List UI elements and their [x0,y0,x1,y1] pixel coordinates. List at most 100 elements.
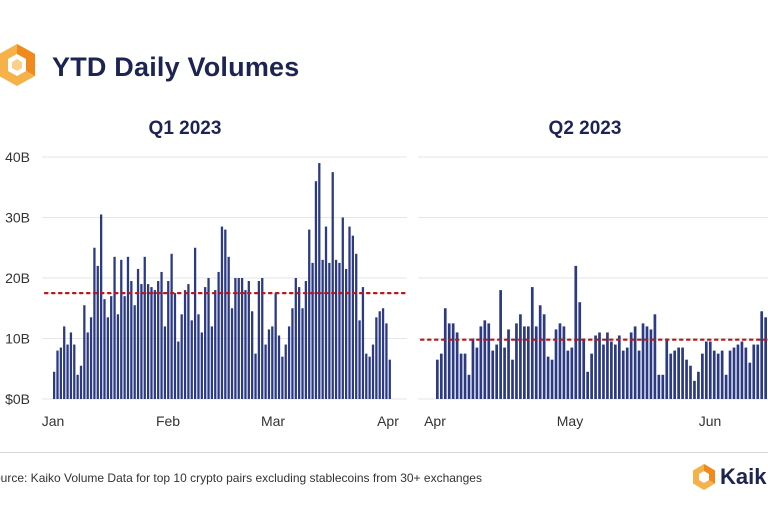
q1-volume-bar [331,172,334,400]
q1-volume-bar [324,226,328,399]
source-note: ource: Kaiko Volume Data for top 10 cryp… [0,471,482,485]
q2-volume-bar [602,344,605,399]
q2-volume-bar [744,347,748,399]
q2-volume-bar [467,374,471,399]
q1-volume-bar [200,332,203,399]
q1-volume-bar [113,256,116,399]
q2-volume-bar [653,314,657,399]
q1-volume-bar [301,308,304,399]
q1-volume-bar [371,344,375,399]
q2-volume-bar [614,344,617,399]
q1-volume-bar [304,281,308,399]
q1-volume-bar [163,326,167,399]
q2-volume-bar [590,353,593,400]
q1-volume-bar [157,281,160,399]
q2-volume-bar [534,326,538,399]
q2-volume-bar [574,265,578,399]
q1-volume-bar [240,278,244,399]
q1-volume-bar [311,262,314,400]
q2-volume-bar [570,347,574,399]
q1-volume-bar [328,262,331,400]
q2-volume-bar [538,305,542,399]
q2-volume-bar [681,347,684,399]
q1-volume-bar [89,317,93,399]
q1-volume-bar [381,308,385,399]
q2-volume-bar [764,317,767,399]
q2-volume-bar [649,329,653,399]
q1-volume-bar [96,265,99,399]
q2-volume-bar [519,314,522,399]
q2-volume-bar [459,353,463,400]
q1-volume-bar [378,311,381,399]
q1-volume-bar [345,268,348,399]
q2-volume-bar [625,347,629,399]
q1-volume-bar [267,329,271,399]
q1-volume-bar [385,323,388,400]
q2-volume-bar [511,359,514,399]
q1-volume-bar [234,278,237,399]
q2-volume-bar [728,350,732,399]
q1-volume-bar [217,271,220,399]
q1-volume-bar [351,235,354,399]
q2-volume-bar [677,347,680,399]
q1-x-tick-label: Mar [261,413,285,429]
q2-volume-bar [546,356,550,399]
q1-volume-bar [284,344,287,399]
q1-volume-bar [264,344,267,399]
q2-volume-bar [566,350,570,399]
q1-volume-bar [251,311,254,399]
q1-volume-bar [86,332,89,399]
q2-volume-bar [693,380,696,399]
q1-y-tick-label: 10B [5,331,30,347]
q2-volume-bar [495,344,499,399]
q1-volume-bar [204,287,207,399]
q1-volume-bar [281,356,284,399]
q1-volume-bar [375,317,378,399]
q2-volume-bar [748,362,752,399]
q2-volume-bar [617,335,621,399]
q2-volume-bar [447,323,451,400]
kaiko-brand: Kaik [690,462,768,492]
q1-volume-bar [207,278,210,399]
q2-volume-bar [685,359,688,399]
q2-volume-bar [594,335,597,399]
q1-volume-bar [153,290,156,399]
q1-volume-bar [224,229,227,399]
q1-volume-bar [237,278,240,399]
q1-volume-bar [338,262,341,400]
q1-volume-bar [53,371,56,399]
q1-volume-bar [318,163,321,399]
q2-volume-bar [455,332,459,399]
kaiko-wordmark: Kaik [720,464,767,489]
q1-volume-bar [83,305,86,399]
q2-volume-bar [439,353,443,400]
q2-volume-bar [483,320,487,399]
q1-volume-bar [69,332,73,399]
q1-volume-bar [368,356,371,399]
q1-volume-bar [187,284,190,399]
q2-volume-bar [523,326,526,399]
kaiko-hexagon-icon [693,464,715,490]
q2-volume-bar [471,338,475,399]
q2-volume-bar [598,332,601,399]
q1-volume-bar [160,271,163,399]
q2-volume-bar [736,344,740,399]
q2-volume-bar [578,302,582,399]
q1-volume-bar [66,344,69,399]
q2-volume-bar [712,350,716,399]
q2-volume-bar [760,311,764,399]
q1-volume-bar [348,226,351,399]
q1-volume-bar [120,259,123,399]
q2-volume-bar [641,323,645,400]
q1-volume-bar [173,293,177,400]
q1-y-tick-label: 30B [5,210,30,226]
q1-y-tick-label: 20B [5,270,30,286]
q1-volume-bar [103,299,106,399]
q2-x-tick-label: Jun [699,413,722,429]
q2-volume-bar [542,314,546,399]
q1-volume-bar [314,181,318,399]
q1-volume-bar [59,347,62,399]
q2-volume-bar [436,359,439,399]
q2-volume-bar [586,371,589,399]
q1-volume-bar [193,247,197,399]
